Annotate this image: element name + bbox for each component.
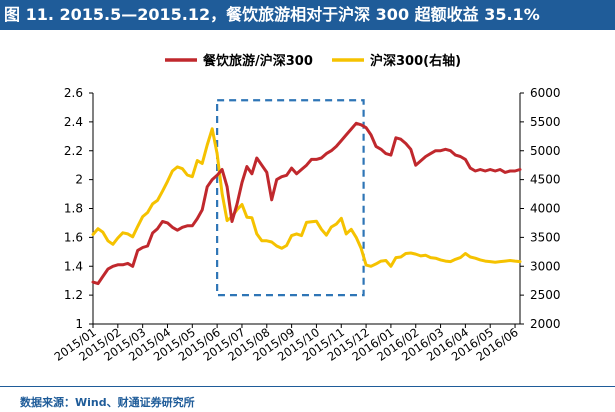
data-source-note: 数据来源：Wind、财通证券研究所	[20, 396, 195, 409]
right-y-tick-label: 5500	[530, 115, 561, 129]
series-line-ratio	[91, 121, 522, 286]
left-y-tick-label: 2	[75, 173, 83, 187]
left-y-tick-label: 1.2	[64, 288, 83, 302]
legend-item-ratio-label: 餐饮旅游/沪深300	[202, 53, 313, 69]
right-y-tick-label: 3500	[530, 230, 561, 244]
left-y-tick-label: 2.4	[64, 115, 83, 129]
footer-divider	[0, 386, 615, 387]
chart-legend: 餐饮旅游/沪深300 沪深300(右轴)	[165, 53, 461, 69]
right-y-tick-label: 6000	[530, 86, 561, 100]
left-y-tick-label: 1.6	[64, 230, 83, 244]
chart-series	[91, 121, 522, 286]
right-y-tick-label: 4000	[530, 202, 561, 216]
series-line-index	[91, 127, 522, 268]
left-y-tick-label: 1.8	[64, 202, 83, 216]
legend-item-index-label: 沪深300(右轴)	[370, 53, 461, 69]
right-y-tick-label: 5000	[530, 144, 561, 158]
figure-title: 图 11. 2015.5—2015.12，餐饮旅游相对于沪深 300 超额收益 …	[0, 0, 615, 30]
chart-container: 餐饮旅游/沪深300 沪深300(右轴) 1 1.2 1.4 1.6 1.8 2 2.2 2.4…	[0, 40, 615, 380]
right-y-tick-label: 4500	[530, 173, 561, 187]
right-y-tick-label: 2000	[530, 317, 561, 331]
right-y-tick-label: 2500	[530, 288, 561, 302]
right-y-tick-label: 3000	[530, 259, 561, 273]
line-chart: 餐饮旅游/沪深300 沪深300(右轴) 1 1.2 1.4 1.6 1.8 2 2.2 2.4…	[52, 53, 561, 364]
left-y-tick-label: 2.2	[64, 144, 83, 158]
left-y-tick-label: 2.6	[64, 86, 83, 100]
chart-axes: 1 1.2 1.4 1.6 1.8 2 2.2 2.4 2.6 2000 2500 3000 3500 4…	[52, 86, 561, 364]
left-y-tick-label: 1	[75, 317, 83, 331]
left-y-tick-label: 1.4	[64, 259, 83, 273]
highlight-box	[216, 99, 365, 297]
highlight-dashed-box	[216, 99, 365, 297]
